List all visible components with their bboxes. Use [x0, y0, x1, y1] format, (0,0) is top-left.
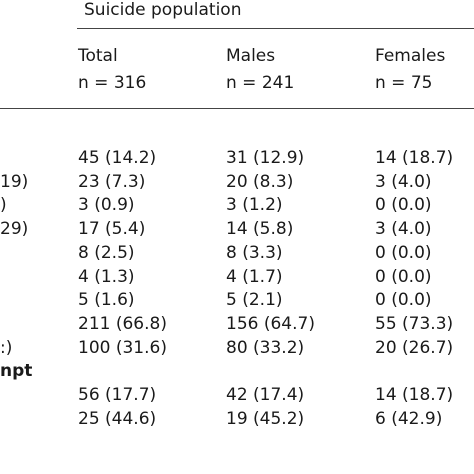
- table-cell: 0 (0.0): [375, 290, 432, 311]
- table-cell: 3 (4.0): [375, 171, 432, 192]
- column-header-total-n: n = 316: [78, 73, 147, 93]
- row-label: 19): [0, 171, 29, 192]
- table-row: 19) 23 (7.3) 20 (8.3) 3 (4.0): [0, 170, 474, 194]
- table-cell: 3 (1.2): [226, 195, 283, 216]
- table-row: npt: [0, 359, 474, 383]
- table-cell: 31 (12.9): [226, 148, 305, 168]
- table-cell: 3 (4.0): [375, 219, 432, 240]
- row-label: :): [0, 337, 13, 358]
- table-cell: 14 (5.8): [226, 219, 294, 240]
- table-cell: 45 (14.2): [78, 148, 157, 168]
- table-row: 25 (44.6) 19 (45.2) 6 (42.9): [0, 407, 474, 431]
- table-cell: 0 (0.0): [375, 195, 432, 216]
- table-cell: 42 (17.4): [226, 385, 305, 405]
- table-cell: 20 (26.7): [375, 337, 454, 358]
- row-label: 29): [0, 219, 29, 240]
- table-cell: 25 (44.6): [78, 408, 157, 429]
- table-cell: 56 (17.7): [78, 385, 157, 405]
- table-cell: 5 (2.1): [226, 290, 283, 311]
- column-header-females: Females n = 75: [375, 43, 445, 97]
- table-row: 8 (2.5) 8 (3.3) 0 (0.0): [0, 241, 474, 265]
- table-cell: 0 (0.0): [375, 242, 432, 263]
- column-header-females-label: Females: [375, 46, 446, 66]
- column-header-total: Total n = 316: [78, 43, 146, 97]
- table-cell: 0 (0.0): [375, 266, 432, 287]
- column-header-females-n: n = 75: [375, 73, 433, 93]
- table-row: :) 100 (31.6) 80 (33.2) 20 (26.7): [0, 336, 474, 360]
- table-cell: 20 (8.3): [226, 171, 294, 192]
- table-row: ) 3 (0.9) 3 (1.2) 0 (0.0): [0, 193, 474, 217]
- table-row: 5 (1.6) 5 (2.1) 0 (0.0): [0, 288, 474, 312]
- table-cell: 4 (1.3): [78, 266, 135, 287]
- table-cell: 8 (2.5): [78, 242, 135, 263]
- header-rule: [0, 108, 474, 109]
- table-cell: 14 (18.7): [375, 385, 454, 405]
- table-cell: 19 (45.2): [226, 408, 305, 429]
- column-header-males-label: Males: [226, 46, 276, 66]
- table-row: 211 (66.8) 156 (64.7) 55 (73.3): [0, 312, 474, 336]
- column-header-males-n: n = 241: [226, 73, 295, 93]
- table-cell: 100 (31.6): [78, 337, 167, 358]
- table-cell: 23 (7.3): [78, 171, 146, 192]
- table-cell: 156 (64.7): [226, 313, 315, 334]
- column-header-males: Males n = 241: [226, 43, 294, 97]
- column-header-total-label: Total: [78, 46, 118, 66]
- table-row: 56 (17.7) 42 (17.4) 14 (18.7): [0, 383, 474, 407]
- table-row: 4 (1.3) 4 (1.7) 0 (0.0): [0, 265, 474, 289]
- table-cell: 211 (66.8): [78, 313, 167, 334]
- table-cell: 17 (5.4): [78, 219, 146, 240]
- row-label: ): [0, 195, 7, 216]
- table-group-header: Suicide population: [84, 0, 242, 20]
- table-cell: 3 (0.9): [78, 195, 135, 216]
- group-header-rule: [77, 28, 474, 29]
- row-label: npt: [0, 361, 33, 382]
- table-cell: 5 (1.6): [78, 290, 135, 311]
- table-row: 45 (14.2) 31 (12.9) 14 (18.7): [0, 146, 474, 170]
- table-cell: 4 (1.7): [226, 266, 283, 287]
- table-cell: 55 (73.3): [375, 313, 454, 334]
- table-row: 29) 17 (5.4) 14 (5.8) 3 (4.0): [0, 217, 474, 241]
- table-cell: 80 (33.2): [226, 337, 305, 358]
- table-cell: 8 (3.3): [226, 242, 283, 263]
- table-cell: 6 (42.9): [375, 408, 443, 429]
- table-cell: 14 (18.7): [375, 148, 454, 168]
